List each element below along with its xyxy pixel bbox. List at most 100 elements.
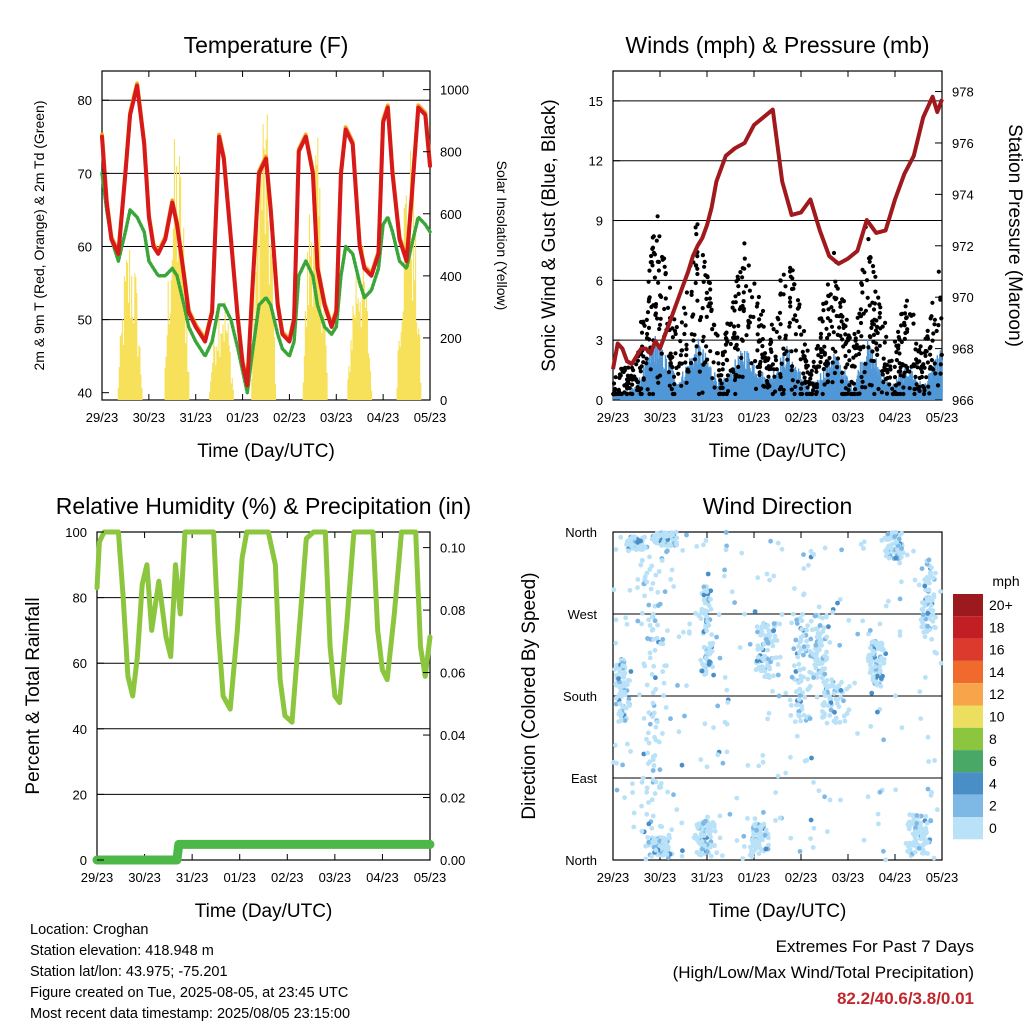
direction-point xyxy=(890,541,896,547)
direction-point xyxy=(816,632,822,638)
gust-point xyxy=(658,293,663,298)
direction-point xyxy=(795,654,801,660)
direction-point xyxy=(842,718,848,724)
gust-point xyxy=(878,305,883,310)
direction-point xyxy=(754,831,760,837)
gust-point xyxy=(917,375,922,381)
gust-point xyxy=(639,391,644,397)
gust-point xyxy=(823,301,828,306)
wind-direction-series xyxy=(611,529,944,863)
direction-point xyxy=(684,532,689,538)
gust-point xyxy=(855,315,860,320)
legend-label: 14 xyxy=(989,664,1005,680)
gust-point xyxy=(683,360,688,365)
direction-point xyxy=(661,680,667,686)
direction-point xyxy=(762,674,768,679)
direction-point xyxy=(865,794,871,800)
rh-y2tick-label: 0.04 xyxy=(440,728,465,743)
gust-point xyxy=(695,222,700,227)
direction-point xyxy=(825,703,831,708)
gust-point xyxy=(843,332,848,337)
gust-point xyxy=(821,308,826,313)
gust-point xyxy=(682,331,687,337)
gust-point xyxy=(778,291,783,296)
direction-point xyxy=(797,693,803,698)
gust-point xyxy=(710,327,715,332)
gust-point xyxy=(693,225,698,230)
gust-point xyxy=(781,387,786,393)
direction-point xyxy=(647,655,653,661)
gust-point xyxy=(774,367,779,372)
legend-swatch xyxy=(953,616,983,639)
direction-point xyxy=(669,827,675,833)
gust-point xyxy=(752,281,757,286)
direction-point xyxy=(720,853,725,859)
gust-point xyxy=(753,359,758,364)
direction-point xyxy=(833,720,839,725)
wdir-xtick-label: 02/23 xyxy=(785,870,818,885)
rh-y2tick-label: 0.10 xyxy=(440,541,465,556)
direction-point xyxy=(720,760,726,766)
direction-point xyxy=(708,588,714,594)
winds-xtick-label: 31/23 xyxy=(691,410,724,425)
direction-point xyxy=(892,534,897,540)
direction-point xyxy=(739,550,745,556)
direction-point xyxy=(774,638,780,643)
direction-point xyxy=(752,816,758,822)
direction-point xyxy=(813,657,818,663)
gust-point xyxy=(867,259,872,264)
direction-point xyxy=(811,825,817,831)
gust-point xyxy=(689,289,694,294)
direction-point xyxy=(717,835,723,841)
direction-point xyxy=(649,853,654,859)
gust-point xyxy=(875,352,880,357)
direction-point xyxy=(651,663,657,669)
gust-point xyxy=(650,235,655,240)
direction-point xyxy=(618,534,624,540)
temp-y2tick-label: 400 xyxy=(440,269,462,284)
direction-point xyxy=(924,575,930,581)
direction-point xyxy=(627,703,632,708)
direction-point xyxy=(824,634,830,640)
rh-title: Relative Humidity (%) & Precipitation (i… xyxy=(56,493,471,519)
temperature-2m-line xyxy=(100,83,432,388)
speed-legend: mph 20+ 18 16 14 12 10 8 6 4 2 0 xyxy=(953,573,1020,840)
gust-point xyxy=(704,344,709,349)
gust-point xyxy=(760,344,765,349)
direction-point xyxy=(675,683,680,688)
direction-point xyxy=(919,566,925,571)
legend-title: mph xyxy=(992,573,1019,589)
winds-y2tick-label: 968 xyxy=(952,342,974,357)
direction-point xyxy=(660,641,666,647)
gust-point xyxy=(829,305,834,310)
gust-point xyxy=(754,304,760,309)
gust-point xyxy=(781,346,786,351)
direction-point xyxy=(641,751,647,757)
direction-point xyxy=(649,672,655,677)
gust-point xyxy=(873,328,879,333)
gust-point xyxy=(883,320,888,325)
gust-point xyxy=(848,391,854,397)
direction-point xyxy=(883,857,889,863)
gust-point xyxy=(852,391,857,397)
gust-point xyxy=(755,348,760,353)
direction-point xyxy=(885,550,890,556)
gust-point xyxy=(845,362,850,367)
gust-point xyxy=(818,335,823,340)
direction-point xyxy=(638,562,644,568)
gust-point xyxy=(824,326,829,331)
direction-point xyxy=(694,822,700,828)
gust-point xyxy=(852,331,857,337)
gust-point xyxy=(825,380,830,385)
gust-point xyxy=(872,391,877,397)
direction-point xyxy=(712,843,717,849)
gust-point xyxy=(639,386,644,391)
gust-point xyxy=(914,341,919,346)
direction-point xyxy=(885,531,891,537)
wdir-ylabel: Direction (Colored By Speed) xyxy=(519,572,540,819)
gust-point xyxy=(650,246,655,251)
temp-xtick-label: 30/23 xyxy=(133,410,166,425)
direction-point xyxy=(700,661,705,667)
gust-point xyxy=(720,367,725,372)
gust-point xyxy=(912,391,917,397)
